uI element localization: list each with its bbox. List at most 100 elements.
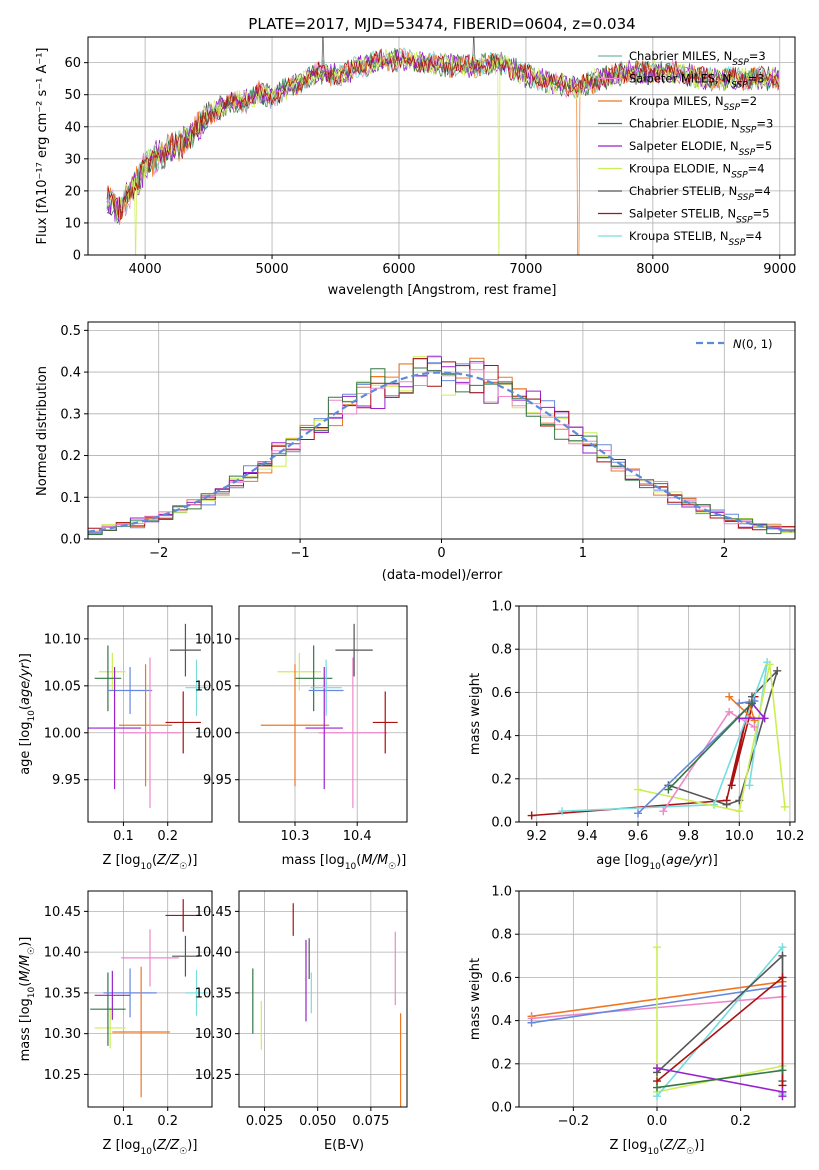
y-tick-label: 10.35 xyxy=(195,986,232,1001)
x-tick-label: 9.4 xyxy=(577,829,598,844)
y-axis-label: mass weight xyxy=(468,673,483,755)
weight-marker xyxy=(725,692,734,701)
weight-line xyxy=(656,953,784,1082)
y-tick-label: 0.8 xyxy=(491,643,512,658)
error-bar-point xyxy=(185,659,208,716)
axes-frame xyxy=(238,605,408,823)
weight-marker xyxy=(725,707,734,716)
error-bar-point xyxy=(121,929,179,987)
weight-marker xyxy=(765,660,774,669)
x-tick-label: 4000 xyxy=(129,262,162,277)
error-bar-point xyxy=(277,652,322,691)
plot-area xyxy=(260,623,398,808)
weight-vs-age-panel: 9.2 9.4 9.6 9.8 10.0 10.2 0.0 0.2 0.4 0.6 0.8 1.0 xyxy=(491,600,804,845)
age-vs-metallicity-panel: 0.1 0.2 9.95 10.00 10.05 10.10 xyxy=(44,605,213,844)
error-bar-point xyxy=(165,899,201,932)
weight-vs-metallicity-panel: −0.2 0.0 0.2 0.0 0.2 0.4 0.6 0.8 1.0 xyxy=(491,885,796,1129)
histogram-series xyxy=(88,355,795,536)
y-tick-label: 9.95 xyxy=(52,773,81,788)
weight-marker xyxy=(659,807,668,816)
y-axis-label: Flux [fλ10⁻¹⁷ erg cm⁻² s⁻¹ A⁻¹] xyxy=(35,48,50,245)
error-bar-point xyxy=(103,968,157,1018)
x-axis-label: Z [log10(Z/Z☉)] xyxy=(103,853,198,872)
error-bar-point xyxy=(172,935,199,977)
y-tick-label: 30 xyxy=(64,152,81,167)
legend-label: Chabrier ELODIE, NSSP=3 xyxy=(629,117,773,136)
weight-marker xyxy=(735,807,744,816)
x-tick-label: 0.025 xyxy=(246,1114,283,1129)
y-axis-label: mass [log10(M/M☉)] xyxy=(18,937,37,1062)
y-tick-label: 10 xyxy=(64,216,81,231)
error-bar-point xyxy=(372,691,398,754)
x-tick-label: 0 xyxy=(437,546,445,561)
y-tick-label: 10.25 xyxy=(195,1068,232,1083)
normal-curve xyxy=(88,371,793,533)
y-tick-label: 10.40 xyxy=(195,946,232,961)
y-tick-label: 10.00 xyxy=(195,726,232,741)
weight-marker xyxy=(747,699,756,708)
weight-marker xyxy=(527,811,536,820)
x-axis-label: mass [log10(M/M☉)] xyxy=(282,853,407,872)
y-tick-label: 0.4 xyxy=(491,1014,512,1029)
spectrum-line xyxy=(106,49,780,222)
weight-marker xyxy=(745,781,754,790)
spectrum-line xyxy=(106,47,780,224)
error-bar-point xyxy=(119,657,181,808)
x-axis-label: Z [log10(Z/Z☉)] xyxy=(103,1138,198,1157)
y-tick-label: 0.0 xyxy=(491,1101,512,1116)
plot-area xyxy=(88,623,208,808)
x-tick-label: 10.3 xyxy=(281,829,310,844)
y-tick-label: 10.00 xyxy=(44,726,81,741)
plot-area xyxy=(252,903,402,1107)
axes-frame xyxy=(238,890,408,1108)
error-bar-point xyxy=(94,645,122,712)
x-tick-label: 0.075 xyxy=(352,1114,389,1129)
y-tick-label: 10.05 xyxy=(44,679,81,694)
y-tick-label: 0 xyxy=(73,249,81,264)
axes-frame xyxy=(518,605,796,823)
x-tick-label: 6000 xyxy=(382,262,415,277)
chart-title: PLATE=2017, MJD=53474, FIBERID=0604, z=0… xyxy=(248,15,635,33)
plot-area xyxy=(527,943,787,1101)
x-tick-label: 0.0 xyxy=(647,1114,668,1129)
error-bar-point xyxy=(185,970,208,1016)
weight-marker xyxy=(735,699,744,708)
error-bar-point xyxy=(112,966,170,1098)
legend-label: Salpeter MILES, NSSP=3 xyxy=(629,72,765,91)
y-tick-label: 0.2 xyxy=(491,1057,512,1072)
axes-frame xyxy=(87,36,796,256)
x-tick-label: 0.2 xyxy=(730,1114,751,1129)
weight-marker xyxy=(727,781,736,790)
y-tick-label: 40 xyxy=(64,120,81,135)
error-bar-point xyxy=(107,667,153,714)
weight-marker xyxy=(653,1092,661,1101)
x-tick-label: 0.2 xyxy=(157,829,178,844)
x-tick-label: 0.1 xyxy=(113,1114,134,1129)
x-tick-label: −2 xyxy=(149,546,168,561)
weight-line xyxy=(531,696,756,817)
x-tick-label: 10.2 xyxy=(775,829,804,844)
y-tick-label: 10.05 xyxy=(195,679,232,694)
legend-label: Kroupa STELIB, NSSP=4 xyxy=(629,229,762,248)
weight-marker xyxy=(634,785,643,794)
y-tick-label: 0.8 xyxy=(491,928,512,943)
y-tick-label: 0.2 xyxy=(60,449,81,464)
x-axis-label: (data-model)/error xyxy=(382,568,503,583)
plot-area xyxy=(90,899,208,1098)
error-bar-point xyxy=(88,667,142,790)
weight-marker xyxy=(653,943,661,952)
x-tick-label: 10.4 xyxy=(343,829,372,844)
legend-label: Salpeter ELODIE, NSSP=5 xyxy=(629,139,772,158)
y-tick-label: 0.4 xyxy=(491,729,512,744)
x-tick-label: 9000 xyxy=(763,262,796,277)
y-tick-label: 0.3 xyxy=(60,407,81,422)
y-tick-label: 1.0 xyxy=(491,600,512,615)
error-bar-point xyxy=(318,657,388,808)
y-tick-label: 10.30 xyxy=(44,1027,81,1042)
y-tick-label: 0.6 xyxy=(491,971,512,986)
error-bar-point xyxy=(94,970,131,1020)
x-tick-label: 10.0 xyxy=(725,829,754,844)
y-tick-label: 9.95 xyxy=(203,773,232,788)
age-vs-mass-panel: 10.3 10.4 9.95 10.00 10.05 10.10 xyxy=(195,605,408,844)
x-tick-label: 7000 xyxy=(509,262,542,277)
